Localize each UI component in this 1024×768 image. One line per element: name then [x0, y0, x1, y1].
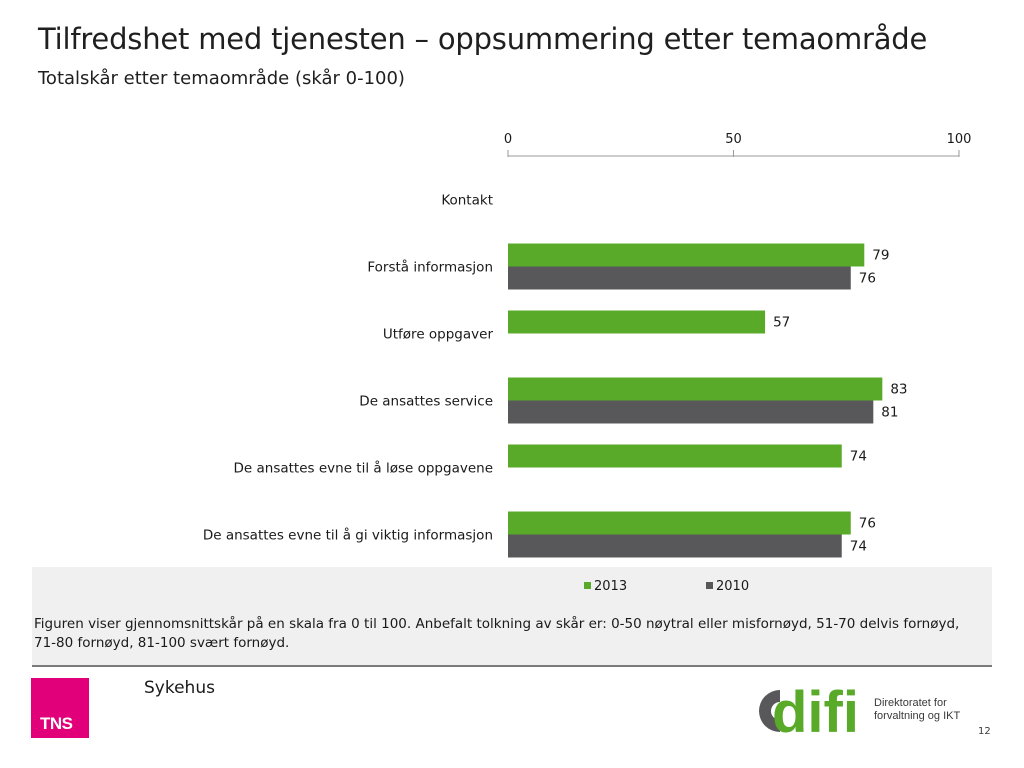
legend-swatch-2013 [584, 582, 591, 589]
difi-tagline-line-2: forvaltning og IKT [874, 710, 961, 722]
category-label-4: De ansattes evne til å løse oppgavene [234, 460, 493, 477]
bar-2013-3 [508, 377, 883, 401]
tns-logo: TNS [31, 678, 89, 738]
category-label-0: Kontakt [441, 193, 493, 209]
difi-tagline: Direktoratet for forvaltning og IKT [874, 697, 960, 723]
legend-item-2013: 2013 [584, 579, 627, 594]
bar-2013-5 [508, 511, 851, 535]
bar-chart: 0 50 100 Kontakt Forstå informasjon 79 76 Utfør… [203, 132, 972, 558]
category-label-2: Utføre oppgaver [383, 327, 494, 343]
bar-2010-1 [508, 266, 851, 290]
x-tick-label-1: 50 [725, 132, 742, 147]
data-label-2010-1: 76 [859, 271, 876, 287]
bar-2013-4 [508, 444, 842, 468]
category-label-5: De ansattes evne til å gi viktig informa… [203, 527, 493, 544]
bar-2010-3 [508, 400, 874, 424]
category-label-3: De ansattes service [359, 394, 493, 410]
data-label-2010-5: 74 [850, 539, 867, 555]
data-label-2013-4: 74 [850, 449, 867, 465]
legend-item-2010: 2010 [706, 579, 749, 594]
page-number: 12 [978, 726, 991, 737]
interpretation-note: Figuren viser gjennomsnittskår på en ska… [34, 616, 960, 651]
page-subtitle: Totalskår etter temaområde (skår 0-100) [38, 68, 405, 89]
footer-label: Sykehus [144, 678, 215, 698]
legend-label-2010: 2010 [716, 579, 750, 594]
data-label-2013-5: 76 [859, 516, 876, 532]
data-label-2013-1: 79 [872, 248, 889, 264]
bar-2010-5 [508, 534, 842, 558]
data-label-2013-3: 83 [890, 382, 907, 398]
bar-2013-2 [508, 310, 766, 334]
x-tick-label-0: 0 [504, 132, 512, 147]
difi-tagline-line-1: Direktoratet for [874, 697, 947, 709]
bar-2013-1 [508, 243, 865, 267]
category-label-1: Forstå informasjon [367, 259, 493, 276]
chart-legend: 2013 2010 [32, 579, 992, 597]
x-tick-label-2: 100 [947, 132, 972, 147]
difi-logo-text: difi [772, 680, 859, 738]
data-label-2010-3: 81 [881, 405, 898, 421]
page-title: Tilfredshet med tjenesten – oppsummering… [38, 22, 928, 56]
legend-label-2013: 2013 [594, 579, 628, 594]
legend-swatch-2010 [706, 582, 713, 589]
difi-logo: difi [759, 680, 859, 738]
legend-panel: 2013 2010 Figuren viser gjennomsnittskår… [32, 567, 992, 667]
data-label-2013-2: 57 [773, 315, 790, 331]
tns-logo-text: TNS [40, 714, 73, 733]
